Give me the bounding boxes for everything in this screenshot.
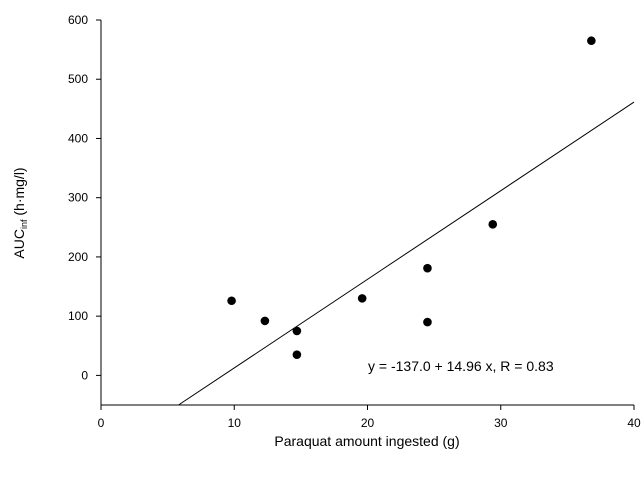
y-tick-label: 300 — [68, 191, 88, 205]
y-axis-ticks: 0 100 200 300 400 500 600 — [68, 13, 101, 382]
y-tick-label: 100 — [68, 309, 88, 323]
y-axis-title-units: (h·mg/l) — [11, 167, 27, 219]
data-point — [488, 220, 498, 229]
data-point — [423, 317, 432, 327]
data-point — [292, 350, 302, 359]
x-axis-ticks: 0 10 20 30 40 — [98, 405, 641, 430]
y-axis-title-main: AUC — [11, 229, 27, 259]
y-tick-label: 0 — [81, 368, 88, 382]
data-point — [260, 316, 270, 326]
plot-area — [100, 20, 634, 406]
regression-annotation: y = -137.0 + 14.96 x, R = 0.83 — [368, 358, 554, 374]
regression-fit — [178, 101, 635, 406]
y-axis-title: AUCinf (h·mg/l) — [11, 167, 29, 258]
x-tick-label: 10 — [228, 416, 242, 430]
data-point — [357, 294, 367, 303]
y-tick-label: 600 — [68, 13, 88, 27]
y-tick-label: 400 — [68, 131, 88, 145]
x-axis-title: Paraquat amount ingested (g) — [274, 433, 459, 449]
y-tick-label: 200 — [68, 250, 88, 264]
data-point — [587, 36, 596, 46]
y-axis-title-subscript: inf — [19, 219, 29, 229]
data-point — [423, 263, 432, 273]
regression-line — [178, 101, 635, 406]
x-tick-label: 30 — [494, 416, 508, 430]
data-point — [227, 296, 236, 306]
data-points — [227, 36, 596, 359]
x-tick-label: 20 — [361, 416, 375, 430]
data-point — [292, 326, 302, 336]
x-tick-label: 0 — [98, 416, 105, 430]
x-tick-label: 40 — [627, 416, 641, 430]
y-tick-label: 500 — [68, 72, 88, 86]
